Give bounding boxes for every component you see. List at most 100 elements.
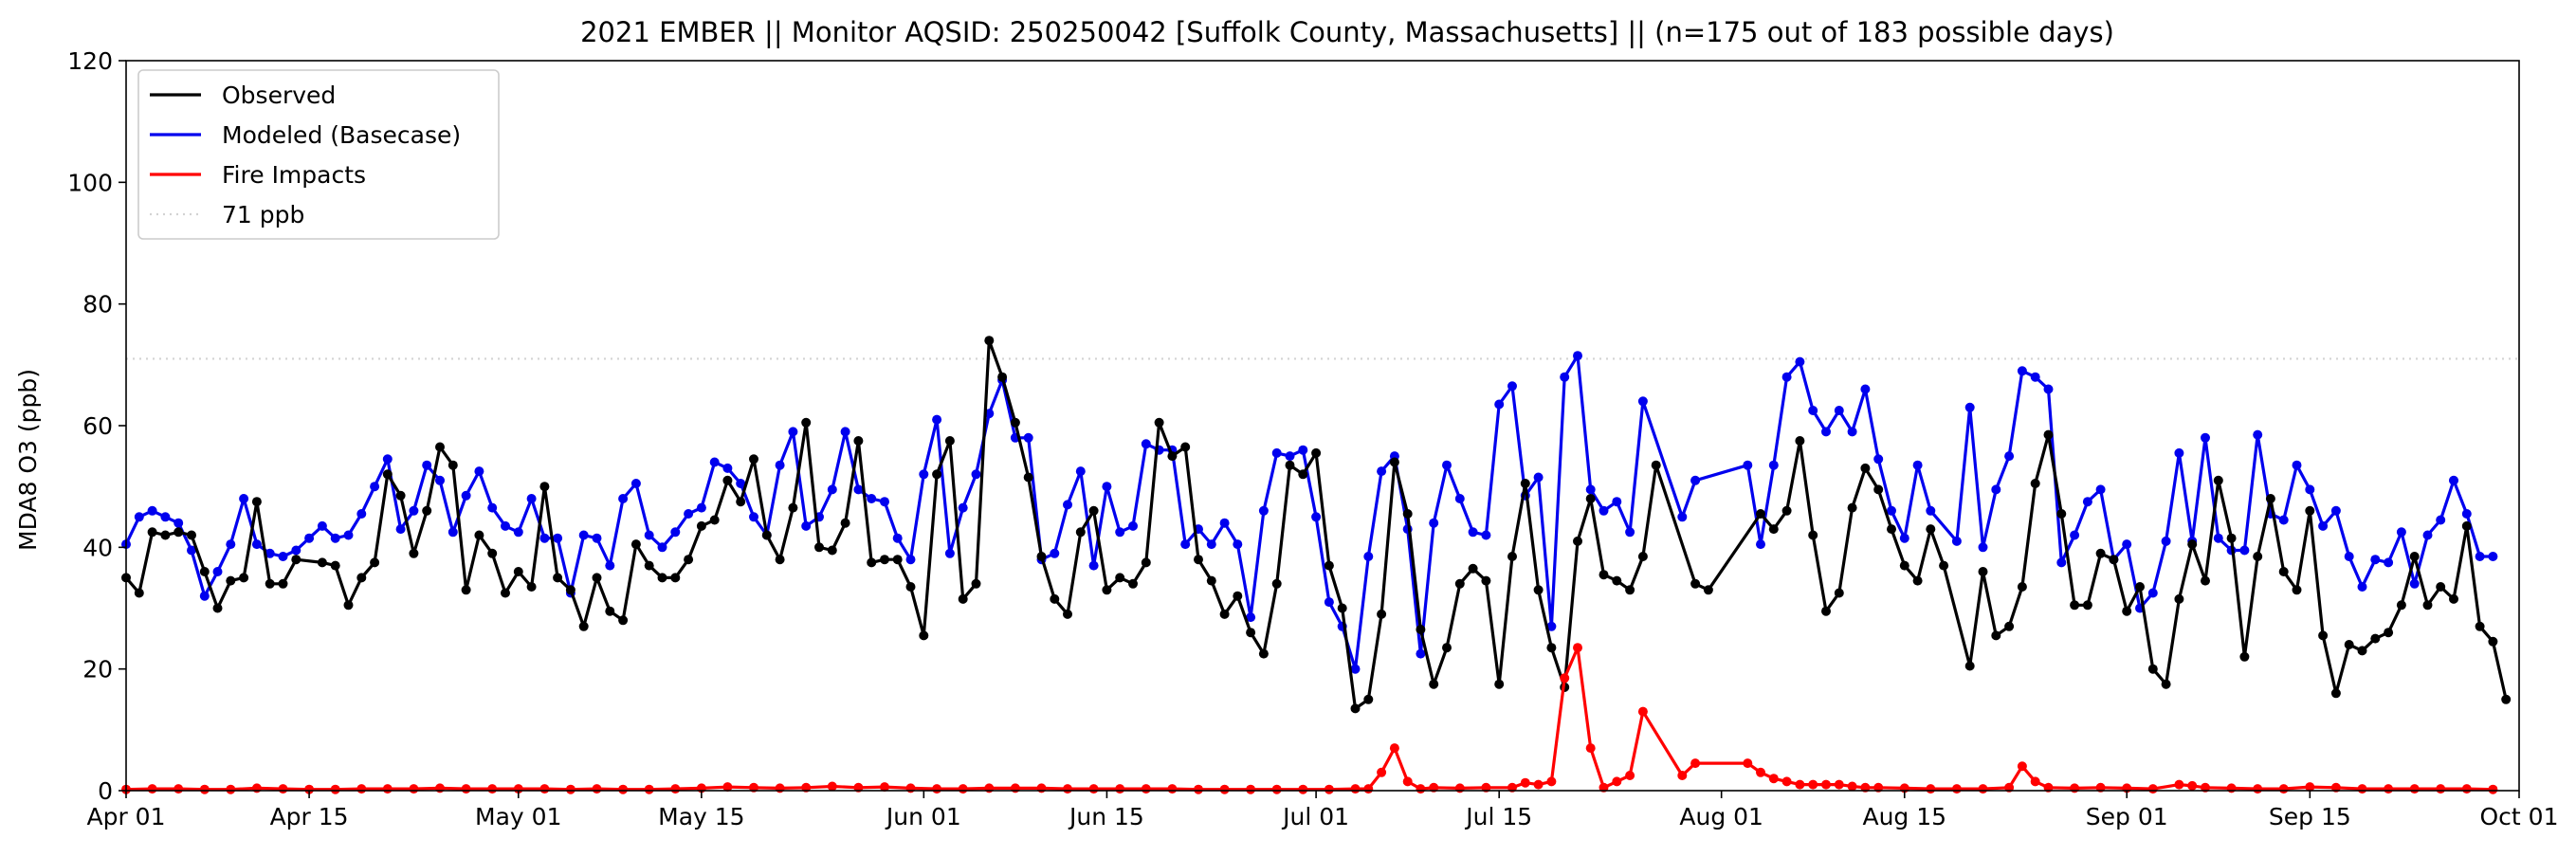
data-point-observed [2436,582,2446,592]
data-point-fire-impacts [670,784,681,794]
data-point-fire-impacts [1690,758,1701,769]
data-point-modeled-basecase [1887,505,1896,516]
data-point-observed [1115,573,1125,583]
data-point-modeled-basecase [2017,366,2027,376]
data-point-observed [2330,688,2341,699]
data-point-observed [461,585,471,595]
series-observed [121,336,2512,714]
data-point-modeled-basecase [670,527,681,538]
data-point-observed [578,621,589,631]
data-point-observed [867,557,877,568]
legend-item-observed: Observed [150,82,336,109]
data-point-observed [1887,524,1896,535]
data-point-observed [592,573,602,583]
data-point-observed [160,530,171,540]
data-point-observed [370,557,380,568]
data-point-modeled-basecase [1834,406,1844,415]
data-point-fire-impacts [382,784,393,794]
legend-label: Modeled (Basecase) [222,121,461,149]
data-point-modeled-basecase [1951,536,1962,546]
data-point-modeled-basecase [2292,460,2302,470]
data-point-modeled-basecase [1050,548,1060,558]
data-point-observed [1821,606,1831,616]
data-point-observed [2201,575,2210,586]
data-point-modeled-basecase [905,555,916,565]
data-point-observed [1416,625,1426,634]
data-point-observed [1912,575,1923,586]
data-point-modeled-basecase [317,520,327,531]
data-point-modeled-basecase [1115,527,1125,538]
data-point-fire-impacts [2409,784,2420,794]
data-point-fire-impacts [1363,784,1374,794]
data-point-observed [2475,621,2485,631]
data-point-fire-impacts [2147,784,2158,794]
x-tick-label: Sep 01 [2086,803,2168,830]
data-point-modeled-basecase [343,530,354,540]
data-point-modeled-basecase [2318,520,2329,531]
data-point-observed [984,336,995,346]
data-point-observed [1363,694,1374,704]
data-point-modeled-basecase [2095,484,2106,495]
data-point-modeled-basecase [1507,381,1517,392]
data-point-modeled-basecase [1533,472,1544,483]
data-point-fire-impacts [2436,784,2446,794]
data-point-observed [761,530,772,540]
data-point-fire-impacts [1821,779,1831,790]
data-point-observed [2070,600,2080,611]
data-point-modeled-basecase [356,509,367,519]
data-point-modeled-basecase [867,494,877,503]
data-point-observed [147,527,157,538]
data-point-fire-impacts [984,783,995,793]
data-point-observed [1180,442,1191,452]
data-point-observed [2187,539,2198,550]
data-point-observed [1233,591,1243,601]
data-point-observed [409,548,419,558]
data-point-observed [513,567,523,576]
series-line-modeled-basecase [124,354,2494,671]
data-point-modeled-basecase [2384,557,2394,568]
y-tick-label: 80 [82,291,113,319]
data-point-modeled-basecase [2201,432,2210,443]
data-point-observed [971,578,981,589]
data-point-fire-impacts [2187,780,2198,791]
data-point-modeled-basecase [696,502,706,513]
y-axis-label: MDA8 O3 (ppb) [14,369,42,551]
data-point-modeled-basecase [919,469,929,480]
data-point-modeled-basecase [212,567,223,576]
data-point-fire-impacts [1978,784,1988,794]
data-point-observed [539,482,550,492]
data-point-fire-impacts [1063,784,1072,794]
data-point-fire-impacts [1795,779,1805,790]
data-point-fire-impacts [356,784,367,794]
data-point-modeled-basecase [2004,451,2015,462]
data-point-modeled-basecase [827,484,837,495]
data-point-observed [1625,585,1635,595]
data-point-fire-impacts [487,784,498,794]
x-tick-label: Sep 15 [2269,803,2351,830]
data-point-fire-impacts [932,784,942,794]
data-point-fire-impacts [1768,774,1779,784]
data-point-modeled-basecase [2396,527,2406,538]
data-point-fire-impacts [1546,776,1557,787]
data-point-observed [2357,646,2367,656]
data-point-fire-impacts [958,784,968,794]
data-point-modeled-basecase [1023,432,1033,443]
data-point-modeled-basecase [2030,372,2040,382]
data-point-modeled-basecase [539,533,550,543]
data-point-fire-impacts [2253,784,2263,794]
data-point-fire-impacts [278,784,288,794]
data-point-fire-impacts [1298,784,1308,794]
data-point-modeled-basecase [2488,552,2498,561]
data-point-fire-impacts [147,784,157,794]
data-point-modeled-basecase [1546,621,1557,631]
data-point-modeled-basecase [330,533,340,543]
data-point-observed [1442,643,1452,653]
data-point-observed [997,372,1008,382]
data-point-observed [422,505,432,516]
data-point-observed [1690,578,1701,589]
data-point-observed [2135,582,2145,592]
data-point-modeled-basecase [1873,454,1884,465]
data-point-observed [2004,621,2015,631]
data-point-modeled-basecase [2253,429,2263,440]
